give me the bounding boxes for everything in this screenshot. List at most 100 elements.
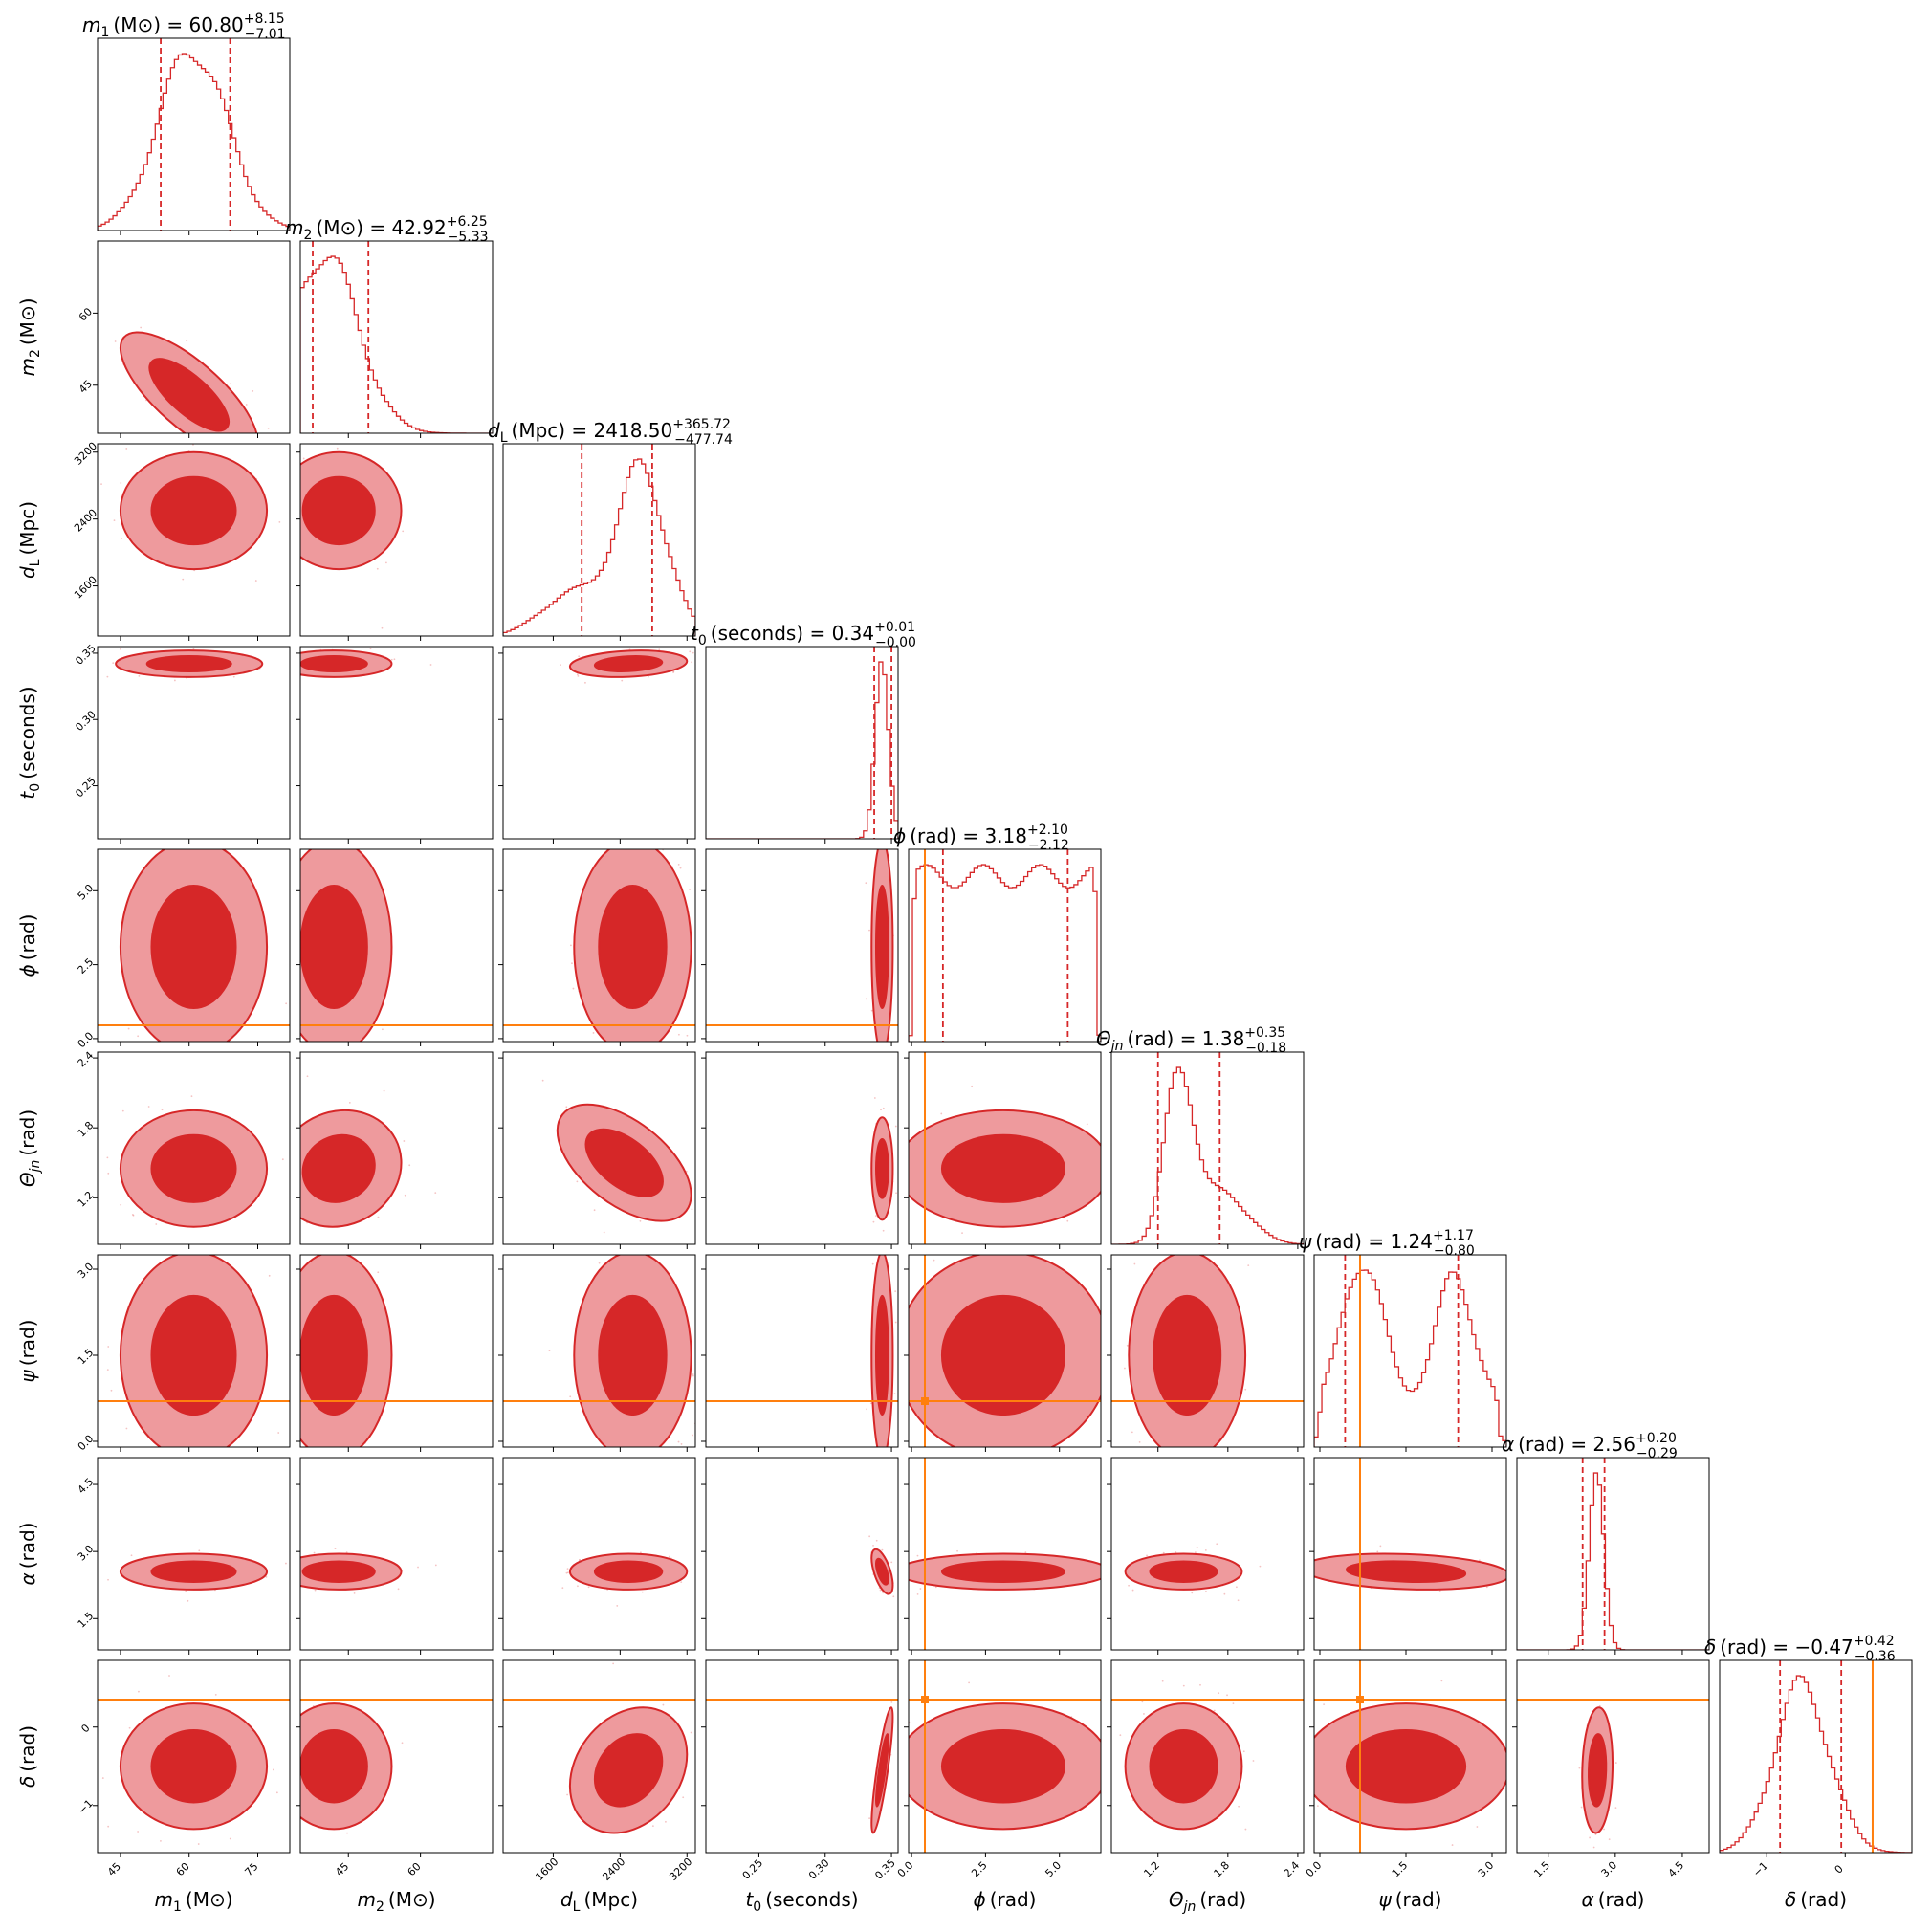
sample-point (351, 1470, 353, 1472)
sample-point (903, 1175, 905, 1177)
sample-point (285, 1562, 287, 1565)
y-tick-label: 1.8 (76, 1119, 97, 1140)
x-tick-label: 0.30 (806, 1856, 832, 1882)
sample-point (120, 482, 122, 484)
hist-panel-psi: ψ (rad) = 1.24+1.17 −0.80 (1299, 1228, 1507, 1452)
sample-point (1223, 1592, 1226, 1595)
x-tick-label: 2.5 (969, 1859, 990, 1880)
sample-point (886, 1053, 888, 1055)
sample-point (125, 448, 128, 450)
panel-frame (908, 1254, 1102, 1448)
sample-point (662, 1703, 665, 1706)
panel-t0-alpha (701, 1457, 899, 1655)
sample-point (919, 1588, 922, 1590)
sample-point (1237, 1599, 1240, 1602)
sample-point (894, 1321, 897, 1324)
sample-point (130, 1554, 133, 1557)
panel-frame (97, 443, 291, 637)
panel-phi-theta (901, 1051, 1102, 1249)
y-tick-label: 1600 (72, 574, 99, 602)
sample-point (198, 441, 200, 443)
sample-point (293, 670, 295, 671)
sample-point (1289, 1834, 1291, 1836)
sample-point (190, 1095, 193, 1098)
sample-point (1312, 1750, 1314, 1752)
sample-point (672, 670, 675, 673)
panel-frame (97, 646, 291, 840)
sample-point (566, 1793, 568, 1796)
sample-point (706, 1361, 708, 1363)
panel-dL-delta: 1600 2400 3200 dL (Mpc) (498, 1659, 696, 1915)
sample-point (679, 867, 682, 869)
x-tick-label: 1.5 (1531, 1859, 1552, 1880)
sample-point (1086, 1123, 1088, 1126)
sample-point (114, 340, 117, 342)
sample-point (274, 1192, 276, 1194)
sample-point (302, 457, 305, 460)
sample-point (188, 1053, 190, 1055)
panel-psi-delta: 0.0 1.5 3.0 ψ (rad) (1289, 1659, 1507, 1911)
contour-inner (150, 1133, 237, 1203)
panel-frame (1516, 1659, 1710, 1854)
x-tick-label: 60 (174, 1860, 192, 1878)
x-tick-label: 0 (1833, 1862, 1846, 1876)
sample-point (230, 383, 232, 384)
sample-point (297, 982, 299, 984)
sample-point (137, 1831, 140, 1833)
truth-marker (921, 1696, 930, 1704)
contour-inner (300, 1729, 368, 1804)
x-tick-label: 1600 (533, 1855, 560, 1883)
sample-point (1440, 1680, 1443, 1682)
sample-point (106, 675, 109, 678)
sample-point (892, 1595, 895, 1598)
histogram-phi (909, 864, 1101, 1042)
x-tick-label: 0.35 (872, 1856, 898, 1882)
sample-point (872, 1545, 874, 1547)
sample-point (1024, 1551, 1027, 1554)
sample-point (565, 1571, 568, 1574)
sample-point (1252, 1760, 1255, 1762)
sample-point (277, 947, 279, 949)
panel-m2-t0 (292, 646, 494, 844)
panel-phi-delta: 0.0 2.5 5.0 ϕ (rad) (895, 1659, 1102, 1911)
panel-frame (502, 1254, 696, 1448)
panel-m2-psi (296, 1254, 494, 1472)
panel-frame (502, 1457, 696, 1651)
sample-point (680, 1581, 683, 1583)
sample-point (346, 1049, 348, 1051)
sample-point (314, 1589, 317, 1592)
sample-point (120, 648, 121, 650)
panel-frame (908, 1457, 1102, 1651)
sample-point (393, 658, 396, 661)
sample-point (1105, 1389, 1107, 1391)
sample-point (587, 1586, 590, 1589)
sample-point (901, 1183, 903, 1185)
x-tick-label: 3.0 (1599, 1859, 1620, 1880)
panel-t0-psi (701, 1254, 899, 1452)
y-tick-label: 3.0 (76, 1261, 97, 1282)
panel-frame (1313, 1457, 1507, 1651)
panel-frame (1516, 1457, 1710, 1651)
y-axis-label-alpha: α (rad) (16, 1523, 39, 1586)
sample-point (292, 674, 294, 676)
sample-point (577, 674, 580, 677)
sample-point (268, 1274, 271, 1277)
sample-point (281, 1725, 283, 1727)
sample-point (893, 1393, 896, 1395)
sample-point (933, 1259, 935, 1262)
y-tick-label: 2.4 (76, 1049, 97, 1070)
sample-point (226, 1482, 228, 1484)
y-tick-label: 0.0 (76, 1030, 97, 1051)
sample-point (1117, 1390, 1119, 1392)
sample-point (223, 1045, 225, 1047)
sample-point (898, 1337, 900, 1339)
sample-point (306, 1075, 309, 1078)
sample-point (1578, 1767, 1581, 1769)
panel-frame (299, 1659, 494, 1854)
sample-point (404, 1194, 406, 1197)
contour-inner (1345, 1560, 1467, 1583)
panel-frame (502, 443, 696, 637)
sample-point (155, 1223, 158, 1225)
y-tick-label: 0.25 (73, 775, 99, 801)
